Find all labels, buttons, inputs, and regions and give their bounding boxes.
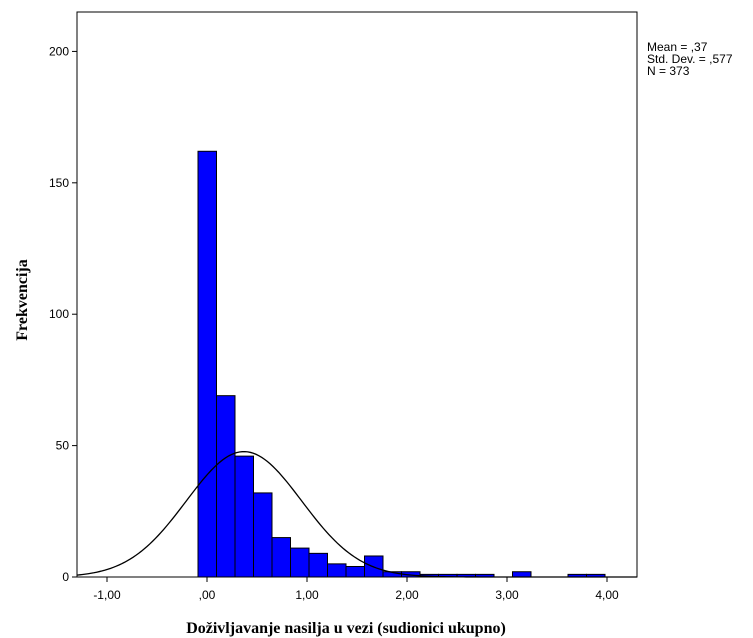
normal-curve xyxy=(76,450,637,578)
histogram-bar xyxy=(216,395,236,578)
y-tick-label: 0 xyxy=(62,570,69,584)
histogram-bar xyxy=(290,547,310,578)
x-axis-title: Doživljavanje nasilja u vezi (sudionici … xyxy=(186,620,506,637)
histogram-bar xyxy=(271,537,291,578)
stats-std-dev: Std. Dev. = ,577 xyxy=(647,52,733,66)
x-tick-label: 3,00 xyxy=(495,588,519,602)
x-tick-label: ,00 xyxy=(199,588,216,602)
histogram-bar xyxy=(197,150,217,578)
y-tick-label: 50 xyxy=(56,439,70,453)
y-tick-label: 200 xyxy=(49,44,69,58)
plot-frame xyxy=(76,11,638,578)
histogram-bar xyxy=(327,563,347,578)
y-tick-label: 150 xyxy=(49,176,69,190)
x-tick-label: -1,00 xyxy=(93,588,121,602)
histogram-bar xyxy=(345,565,365,578)
x-tick-label: 1,00 xyxy=(295,588,319,602)
histogram-bar xyxy=(253,492,273,578)
histogram-bar xyxy=(308,552,328,578)
x-tick-label: 4,00 xyxy=(595,588,619,602)
y-axis-title: Frekvencija xyxy=(14,259,31,340)
x-tick-label: 2,00 xyxy=(395,588,419,602)
stats-box: Mean = ,37 Std. Dev. = ,577 N = 373 xyxy=(647,40,733,78)
histogram-bar xyxy=(234,455,254,578)
x-axis-ticks: -1,00 ,00 1,00 2,00 3,00 4,00 xyxy=(93,577,619,602)
stats-mean: Mean = ,37 xyxy=(647,40,708,54)
stats-n: N = 373 xyxy=(647,64,690,78)
histogram-bar xyxy=(512,571,532,578)
y-tick-label: 100 xyxy=(49,307,69,321)
y-axis-ticks: 0 50 100 150 200 xyxy=(49,44,77,584)
histogram-bars xyxy=(197,150,606,578)
